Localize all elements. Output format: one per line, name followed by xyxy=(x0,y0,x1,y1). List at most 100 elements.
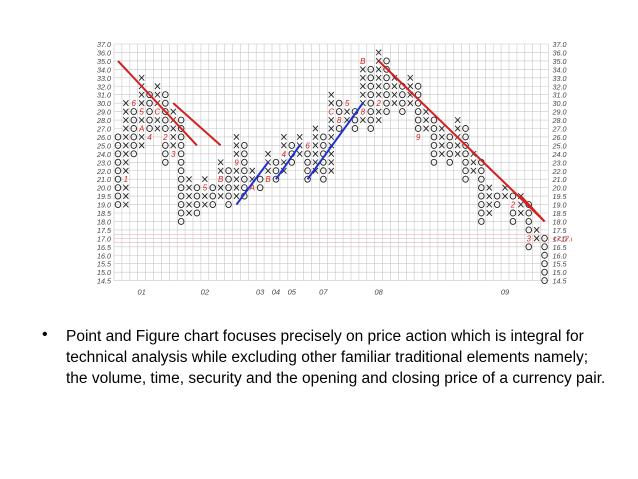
o-mark xyxy=(162,125,169,132)
x-mark xyxy=(280,167,287,174)
downtrend-line xyxy=(520,195,546,223)
o-mark xyxy=(383,99,390,107)
o-mark xyxy=(367,108,375,116)
o-mark xyxy=(177,125,185,132)
y-tick-label-right: 15.0 xyxy=(553,268,567,277)
o-mark xyxy=(256,175,264,183)
x-mark xyxy=(407,100,414,107)
x-tick-label: 08 xyxy=(374,288,383,297)
x-mark xyxy=(375,66,382,73)
y-tick-label-right: 14.5 xyxy=(553,277,568,286)
o-mark xyxy=(177,209,185,217)
o-mark xyxy=(367,74,375,82)
x-mark xyxy=(312,150,319,157)
o-mark xyxy=(462,175,469,183)
y-tick-label-right: 17.5 xyxy=(553,226,568,235)
o-mark xyxy=(478,175,485,183)
o-mark xyxy=(541,277,548,285)
y-tick-label-right: 19.5 xyxy=(553,192,568,201)
y-tick-label-left: 23.0 xyxy=(96,158,111,167)
x-mark xyxy=(438,133,445,141)
o-mark xyxy=(162,150,169,158)
o-mark xyxy=(383,57,390,65)
y-tick-label-right: 31.0 xyxy=(553,91,567,100)
o-mark xyxy=(177,175,185,183)
o-mark xyxy=(509,192,517,200)
o-mark xyxy=(146,91,153,99)
x-mark xyxy=(328,133,335,141)
x-mark xyxy=(423,116,429,124)
x-mark xyxy=(170,133,177,141)
o-mark xyxy=(383,82,390,90)
o-mark xyxy=(114,167,122,175)
o-mark xyxy=(177,150,185,158)
o-mark xyxy=(367,65,375,73)
o-mark xyxy=(414,125,422,132)
x-mark xyxy=(122,116,129,124)
y-tick-label-left: 35.0 xyxy=(97,57,111,66)
o-mark xyxy=(304,167,311,175)
o-mark xyxy=(114,201,122,209)
x-mark xyxy=(122,133,129,141)
x-mark xyxy=(122,100,129,107)
y-tick-label-right: 33.0 xyxy=(553,74,567,83)
x-mark xyxy=(122,125,129,132)
o-mark xyxy=(335,108,343,116)
o-mark xyxy=(241,175,248,183)
x-mark xyxy=(328,167,335,174)
x-mark xyxy=(438,142,445,149)
o-mark xyxy=(162,99,169,107)
y-tick-label-right: 25.0 xyxy=(552,141,567,150)
downtrend-line xyxy=(377,60,546,223)
o-mark xyxy=(399,99,406,107)
o-mark xyxy=(241,158,248,166)
month-marker: A xyxy=(249,184,255,193)
o-mark xyxy=(225,167,232,175)
o-mark xyxy=(114,158,122,166)
x-mark xyxy=(502,192,508,200)
o-mark xyxy=(162,116,169,124)
x-mark xyxy=(533,235,540,242)
x-mark xyxy=(438,150,445,157)
y-tick-label-left: 36.0 xyxy=(97,48,111,57)
x-mark xyxy=(470,159,477,166)
x-mark xyxy=(486,209,493,217)
x-mark xyxy=(138,100,145,107)
o-mark xyxy=(193,201,201,209)
y-tick-label-left: 37.0 xyxy=(97,40,111,49)
o-mark xyxy=(414,91,422,99)
month-marker: 3 xyxy=(171,150,176,159)
o-mark xyxy=(130,116,138,124)
o-mark xyxy=(320,167,327,175)
x-mark xyxy=(186,176,192,183)
x-mark xyxy=(328,91,335,98)
x-mark xyxy=(122,150,129,157)
x-mark xyxy=(138,74,145,81)
y-tick-label-left: 17.5 xyxy=(97,226,112,235)
point-and-figure-chart: 37.0 37.0 36.0 36.0 35.0 35.0 34.0 34.0 33.0 33.0… xyxy=(72,40,572,298)
x-mark xyxy=(186,192,192,200)
x-mark xyxy=(312,167,319,174)
y-tick-label-right: 27.0 xyxy=(552,125,567,134)
o-mark xyxy=(114,184,122,192)
y-tick-label-left: 34.0 xyxy=(97,65,111,74)
o-mark xyxy=(225,175,232,183)
o-mark xyxy=(209,192,216,200)
o-mark xyxy=(525,226,533,234)
y-tick-label-left: 30.0 xyxy=(97,99,111,108)
x-tick-label: 05 xyxy=(288,288,297,297)
downtrend-line xyxy=(117,60,198,147)
x-mark xyxy=(423,125,429,132)
x-mark xyxy=(533,226,540,234)
x-mark xyxy=(328,116,335,124)
month-marker: B xyxy=(218,175,224,184)
month-marker: B xyxy=(360,57,366,66)
o-mark xyxy=(209,201,216,209)
x-mark xyxy=(154,83,161,90)
y-tick-label-right: 29.0 xyxy=(552,108,567,117)
o-mark xyxy=(162,141,169,149)
o-mark xyxy=(478,192,485,200)
x-mark xyxy=(233,176,240,183)
y-tick-label-left: 14.5 xyxy=(97,277,112,286)
x-mark xyxy=(344,108,350,115)
